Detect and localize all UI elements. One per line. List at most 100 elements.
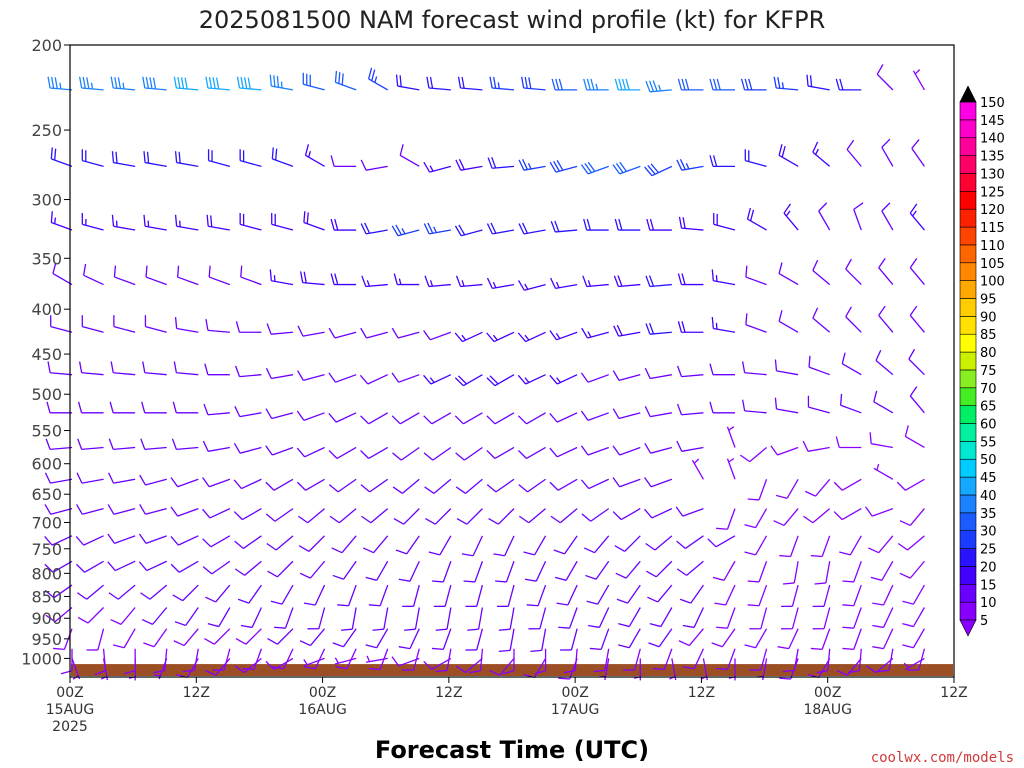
x-tick-label: 16AUG	[298, 702, 347, 718]
wind-barb	[676, 158, 704, 171]
colorbar-segment	[959, 333, 977, 353]
wind-barb	[237, 584, 262, 604]
wind-barb	[709, 363, 735, 376]
wind-barb	[233, 443, 262, 454]
colorbar-segment	[959, 316, 977, 335]
wind-barb	[872, 628, 894, 650]
wind-barb	[174, 607, 199, 627]
wind-barb	[173, 76, 199, 91]
wind-barb	[676, 535, 704, 549]
wind-barb	[486, 412, 515, 425]
wind-barb	[332, 628, 357, 648]
wind-barb	[144, 315, 167, 333]
wind-barb	[814, 561, 831, 585]
colorbar-segment	[959, 137, 977, 156]
wind-barb	[818, 202, 831, 231]
wind-barb	[778, 144, 799, 167]
wind-barb	[330, 155, 357, 168]
wind-barb	[777, 628, 799, 650]
wind-barb	[839, 393, 862, 414]
wind-barb	[645, 275, 672, 288]
ground-terrain	[71, 664, 953, 676]
wind-barb	[902, 628, 925, 649]
wind-barb	[307, 607, 326, 630]
wind-barb	[583, 218, 609, 231]
wind-barb	[143, 151, 167, 168]
wind-barb	[902, 607, 925, 628]
x-tick-label: 00Z	[561, 685, 588, 701]
wind-barb	[82, 263, 104, 286]
wind-barb	[467, 607, 484, 631]
wind-barb	[391, 224, 420, 237]
wind-barb	[360, 412, 389, 425]
x-tick-label: 18AUG	[803, 702, 852, 718]
wind-barb	[202, 560, 231, 575]
wind-barb	[553, 535, 578, 555]
wind-barb	[142, 361, 167, 376]
wind-barb	[81, 315, 104, 333]
wind-barb	[550, 508, 578, 524]
wind-barb	[303, 648, 326, 670]
wind-barb	[297, 508, 325, 524]
wind-barb	[878, 305, 894, 333]
wind-barb	[424, 478, 452, 494]
colorbar-label: 35	[980, 507, 997, 522]
wind-barb	[108, 584, 136, 600]
colorbar-label: 100	[980, 275, 1005, 290]
wind-barb	[812, 259, 831, 286]
wind-barb	[644, 508, 673, 519]
wind-barb	[486, 478, 515, 493]
y-axis: 200 250 300 350 400 450 500 550 600 650 700 750 800 8…	[21, 36, 70, 668]
wind-barb	[45, 607, 73, 623]
wind-barb	[265, 367, 294, 380]
wind-barb	[234, 560, 262, 576]
wind-barb	[266, 323, 294, 335]
wind-barb	[395, 74, 420, 91]
wind-barb	[747, 561, 768, 583]
wind-barb	[423, 412, 452, 425]
wind-barb	[299, 271, 325, 286]
wind-barb	[360, 327, 388, 339]
wind-barb	[138, 533, 167, 544]
x-tick-label: 17AUG	[551, 702, 600, 718]
colorbar-label: 90	[980, 310, 997, 325]
wind-barb	[518, 222, 546, 235]
wind-barb	[842, 584, 862, 607]
wind-barb	[50, 147, 73, 167]
wind-barb	[337, 584, 357, 607]
wind-barb	[265, 408, 294, 420]
wind-barb	[773, 508, 799, 527]
wind-barb	[143, 628, 168, 648]
wind-barb	[646, 218, 672, 231]
wind-barb	[454, 374, 483, 387]
wind-barb	[833, 478, 862, 491]
wind-barb	[911, 139, 925, 167]
wind-barb	[47, 76, 73, 91]
wind-barb	[142, 76, 167, 91]
colorbar-segment	[959, 208, 977, 228]
wind-barb	[395, 535, 420, 555]
wind-barb	[779, 658, 799, 680]
colorbar-label: 115	[980, 221, 1005, 236]
wind-barb	[709, 155, 735, 168]
wind-barb	[265, 445, 294, 456]
colorbar-label: 125	[980, 185, 1005, 200]
wind-barb	[424, 275, 451, 288]
wind-barb	[234, 657, 262, 674]
wind-barb	[498, 607, 515, 631]
wind-barb	[556, 584, 578, 606]
y-tick-label: 1000	[21, 649, 62, 668]
wind-barb	[486, 277, 515, 290]
wind-barb	[678, 216, 704, 231]
wind-barb	[645, 322, 672, 335]
wind-barb	[580, 410, 609, 421]
wind-barb	[523, 535, 547, 556]
wind-barb	[558, 607, 578, 629]
x-axis-label: Forecast Time (UTC)	[375, 736, 649, 764]
wind-barb	[804, 478, 831, 497]
colorbar-segment	[959, 387, 977, 406]
wind-barb	[745, 313, 767, 333]
wind-barb	[204, 628, 231, 645]
wind-barb	[881, 202, 894, 231]
